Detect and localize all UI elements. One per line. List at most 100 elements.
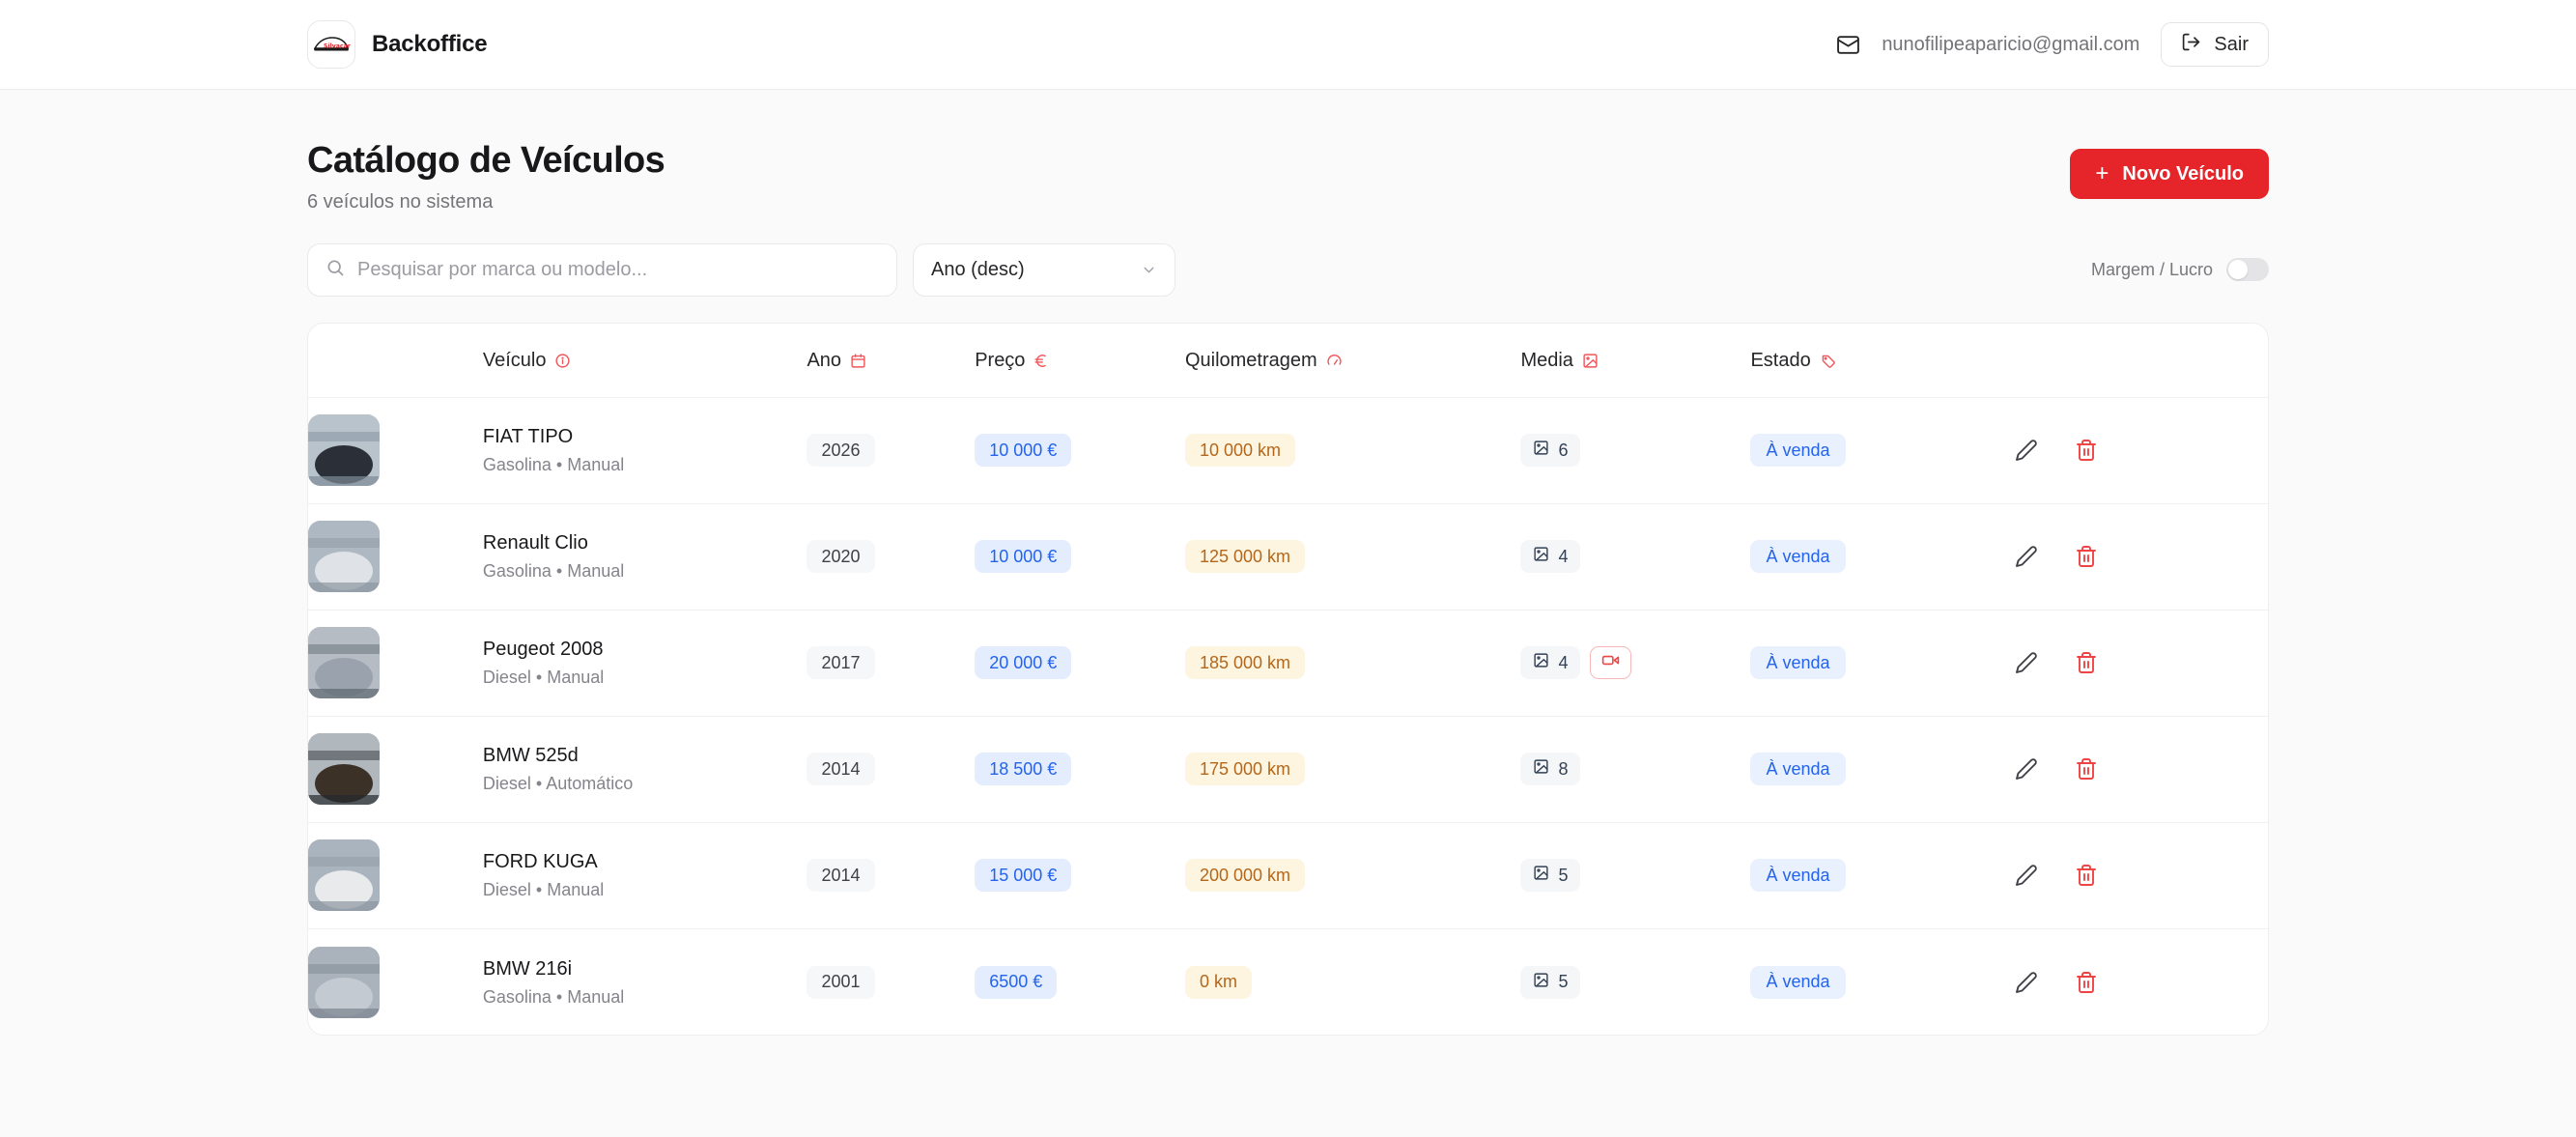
logout-label: Sair [2214, 33, 2249, 55]
price-badge: 10 000 € [975, 540, 1072, 574]
table-header-row: Veículo Ano [308, 323, 2268, 398]
svg-text:Silvacar: Silvacar [324, 43, 351, 50]
page-header-text: Catálogo de Veículos 6 veículos no siste… [307, 140, 665, 213]
margin-toggle-switch[interactable] [2226, 258, 2269, 282]
delete-button[interactable] [2075, 757, 2098, 781]
cell-mileage: 175 000 km [1184, 716, 1521, 823]
delete-button[interactable] [2075, 651, 2098, 674]
cell-thumbnail [308, 716, 483, 823]
chevron-down-icon [1141, 262, 1157, 278]
cell-year: 2014 [807, 716, 976, 823]
vehicle-thumbnail[interactable] [308, 839, 380, 912]
cell-year: 2001 [807, 928, 975, 1035]
cell-media: 5 [1520, 928, 1750, 1035]
media-count-badge[interactable]: 4 [1520, 646, 1581, 680]
cell-media: 4 [1520, 610, 1751, 717]
status-badge: À venda [1750, 965, 1846, 999]
page-header: Catálogo de Veículos 6 veículos no siste… [307, 90, 2269, 213]
brand[interactable]: Silvacar Backoffice [307, 20, 488, 69]
vehicle-spec: Gasolina • Manual [482, 561, 625, 582]
cell-state: À venda [1750, 822, 2016, 929]
cell-price: 15 000 € [975, 822, 1185, 929]
cell-vehicle: FORD KUGA Diesel • Manual [482, 822, 807, 929]
th-state-label: Estado [1750, 349, 1811, 371]
cell-state: À venda [1750, 503, 2016, 611]
vehicle-thumbnail[interactable] [308, 414, 380, 487]
cell-price: 10 000 € [975, 397, 1185, 504]
delete-button[interactable] [2075, 439, 2098, 462]
vehicle-thumbnail[interactable] [308, 733, 380, 806]
delete-button[interactable] [2075, 864, 2098, 887]
price-badge: 15 000 € [975, 859, 1072, 893]
sort-selected-value: Ano (desc) [931, 258, 1025, 280]
status-badge: À venda [1750, 540, 1846, 574]
delete-button[interactable] [2075, 971, 2098, 994]
video-badge[interactable] [1590, 646, 1632, 680]
vehicle-thumbnail[interactable] [308, 946, 380, 1018]
brand-name: Backoffice [372, 31, 488, 57]
table-row[interactable]: FIAT TIPO Gasolina • Manual 2026 10 000 … [308, 397, 2268, 504]
info-icon [554, 353, 571, 369]
cell-media: 6 [1520, 397, 1751, 504]
media-count-badge[interactable]: 6 [1520, 434, 1581, 468]
th-mileage[interactable]: Quilometragem [1184, 323, 1521, 398]
media-count-badge[interactable]: 5 [1520, 965, 1581, 999]
media-count: 5 [1558, 972, 1569, 992]
margin-toggle-group: Margem / Lucro [2091, 258, 2269, 282]
cell-state: À venda [1750, 397, 2016, 504]
cell-vehicle: BMW 216i Gasolina • Manual [483, 928, 807, 1035]
vehicle-thumbnail[interactable] [308, 627, 380, 699]
cell-thumbnail [308, 822, 483, 929]
logout-button[interactable]: Sair [2161, 22, 2269, 67]
th-state[interactable]: Estado [1750, 323, 2016, 398]
new-vehicle-label: Novo Veículo [2122, 162, 2244, 185]
status-badge: À venda [1750, 753, 1846, 786]
cell-state: À venda [1750, 716, 2016, 823]
edit-button[interactable] [2015, 439, 2038, 462]
edit-button[interactable] [2015, 757, 2038, 781]
table-row[interactable]: BMW 525d Diesel • Automático 2014 18 500… [308, 716, 2268, 823]
table-row[interactable]: BMW 216i Gasolina • Manual 2001 6500 € 0… [308, 928, 2268, 1035]
mileage-badge: 185 000 km [1184, 646, 1306, 680]
delete-button[interactable] [2075, 545, 2098, 568]
th-media[interactable]: Media [1520, 323, 1751, 398]
toggle-knob [2228, 260, 2248, 280]
cell-mileage: 200 000 km [1184, 822, 1521, 929]
edit-button[interactable] [2015, 545, 2038, 568]
vehicle-spec: Diesel • Automático [482, 774, 634, 794]
cell-thumbnail [308, 397, 483, 504]
cell-vehicle: Renault Clio Gasolina • Manual [482, 503, 807, 611]
new-vehicle-button[interactable]: + Novo Veículo [2070, 149, 2269, 199]
media-count-badge[interactable]: 8 [1520, 753, 1581, 786]
video-icon [1601, 651, 1620, 674]
edit-button[interactable] [2015, 864, 2038, 887]
cell-media: 5 [1520, 822, 1751, 929]
th-price[interactable]: Preço [975, 323, 1185, 398]
table-row[interactable]: Renault Clio Gasolina • Manual 2020 10 0… [308, 503, 2268, 611]
mileage-badge: 0 km [1184, 965, 1252, 999]
year-badge: 2026 [807, 434, 875, 468]
vehicle-thumbnail[interactable] [308, 521, 380, 593]
year-badge: 2014 [807, 859, 875, 893]
th-year[interactable]: Ano [807, 323, 976, 398]
vehicle-name: BMW 525d [482, 745, 579, 767]
cell-actions [2015, 610, 2268, 717]
media-count-badge[interactable]: 4 [1520, 540, 1581, 574]
search-input[interactable] [357, 258, 879, 281]
th-vehicle[interactable]: Veículo [482, 323, 807, 398]
cell-year: 2026 [807, 397, 976, 504]
edit-button[interactable] [2015, 651, 2038, 674]
search-icon [326, 258, 345, 282]
table-row[interactable]: FORD KUGA Diesel • Manual 2014 15 000 € … [308, 822, 2268, 929]
sort-select[interactable]: Ano (desc) [913, 242, 1175, 297]
cell-year: 2014 [807, 822, 976, 929]
media-count: 5 [1558, 865, 1569, 885]
edit-button[interactable] [2015, 971, 2038, 994]
table-row[interactable]: Peugeot 2008 Diesel • Manual 2017 20 000… [308, 610, 2268, 717]
price-badge: 20 000 € [975, 646, 1072, 680]
filters-row: Ano (desc) Margem / Lucro [307, 242, 2269, 297]
mail-icon[interactable] [1836, 33, 1860, 57]
main-content: Catálogo de Veículos 6 veículos no siste… [0, 90, 2576, 1037]
search-field[interactable] [307, 242, 897, 297]
media-count-badge[interactable]: 5 [1520, 859, 1581, 893]
